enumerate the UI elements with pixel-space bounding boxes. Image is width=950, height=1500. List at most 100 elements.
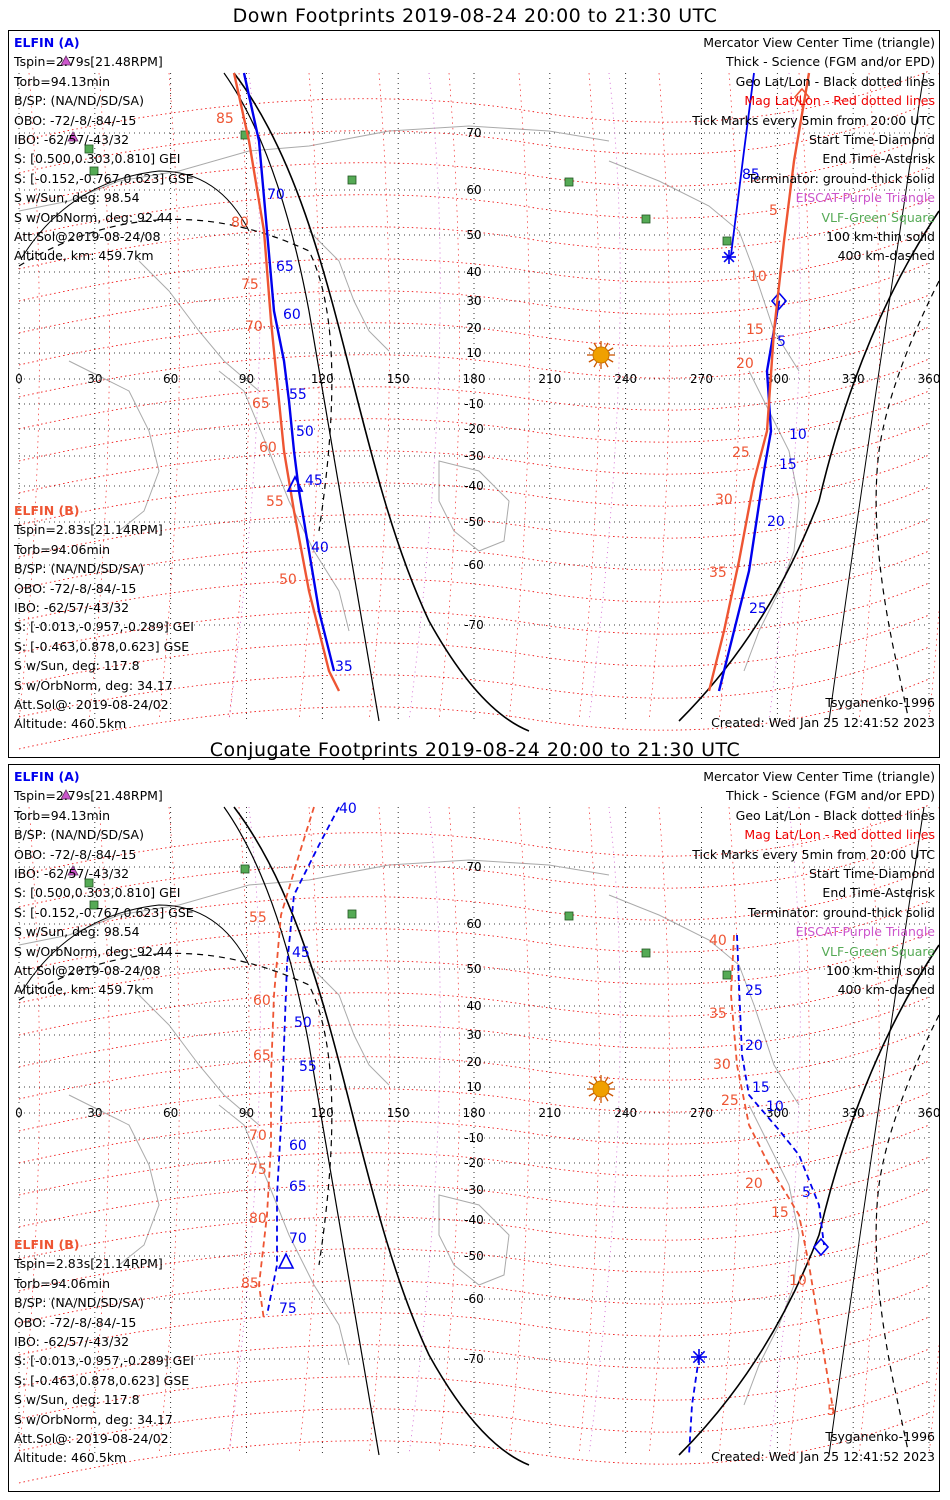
legend: Mercator View Center Time (triangle) Thic… xyxy=(692,33,935,266)
elfin-b-tick-label: 80 xyxy=(249,1211,267,1227)
elfin-b-obo: OBO: -72/-8/-84/-15 xyxy=(14,580,137,596)
lat-tick-label: 30 xyxy=(466,294,481,308)
conjugate-footprints-map: 0 30 60 90 120 150 180 210 240 270 300 330 360 70 60 50… xyxy=(15,789,939,1484)
elfin-b-info: ELFIN (B) Tspin=2.83s[21.14RPM] Torb=94.06… xyxy=(14,501,194,734)
legend-terminator: Terminator: ground-thick solid xyxy=(747,170,935,186)
lon-tick-label: 30 xyxy=(87,372,102,386)
end-asterisk xyxy=(691,1349,707,1365)
terminator-arc xyxy=(20,170,250,260)
start-diamond xyxy=(812,1237,830,1257)
elfin-a-tick-label: 60 xyxy=(289,1138,307,1154)
elfin-a-tick-label: 25 xyxy=(745,983,763,999)
lat-tick-label: -70 xyxy=(464,618,484,632)
elfin-b-tick-label: 25 xyxy=(721,1093,739,1109)
legend-center: Mercator View Center Time (triangle) xyxy=(703,769,935,784)
vlf-station-marker xyxy=(641,948,651,958)
legend-eiscat: EISCAT-Purple Triangle xyxy=(795,190,935,206)
elfin-a-s_gei: S: [0.500,0.303,0.810] GEI xyxy=(14,151,181,167)
elfin-a-bsp: B/SP: (NA/ND/SD/SA) xyxy=(14,827,144,843)
elfin-a-track-right-lower xyxy=(688,1356,700,1456)
mag-parallel xyxy=(18,454,930,526)
mag-parallel xyxy=(18,1188,930,1260)
terminator-ground-right xyxy=(678,944,939,1456)
mag-meridian xyxy=(578,72,600,722)
lon-tick-label: 210 xyxy=(538,372,561,386)
legend-eiscat: EISCAT-Purple Triangle xyxy=(795,924,935,940)
legend-terminator: Terminator: ground-thick solid xyxy=(747,904,935,920)
mag-grid xyxy=(18,804,939,1484)
elfin-b-tick-label: 65 xyxy=(253,1048,271,1064)
eiscat-line xyxy=(408,806,441,1456)
lat-tick-label: -30 xyxy=(464,449,484,463)
sun-ray xyxy=(593,1095,598,1102)
elfin-a-orbnorm: S w/OrbNorm, deg: 92.44 xyxy=(14,943,173,959)
lon-tick-label: 30 xyxy=(87,1106,102,1120)
lat-tick-label: 30 xyxy=(466,1028,481,1042)
sun-disc xyxy=(592,1080,610,1098)
lat-tick-label: -20 xyxy=(464,1156,484,1170)
lat-tick-label: -60 xyxy=(464,1292,484,1306)
elfin-a-ibo: IBO: -62/57/-43/32 xyxy=(14,131,130,147)
coastline xyxy=(608,160,800,372)
mag-meridian xyxy=(228,72,250,722)
elfin-b-altitude: Altitude: 460.5km xyxy=(14,716,127,732)
terminator-100km-right xyxy=(828,72,925,722)
mag-meridian xyxy=(508,806,530,1456)
legend-mag: Mag Lat/Lon - Red dotted lines xyxy=(744,93,935,109)
start-diamond xyxy=(770,291,788,311)
elfin-b-tick-label: 15 xyxy=(771,1205,789,1221)
sun-ray xyxy=(588,358,595,363)
vlf-station-marker xyxy=(722,236,732,246)
mag-meridian xyxy=(508,72,530,722)
elfin-b-s_gse: S: [-0.463,0.878,0.623] GSE xyxy=(14,638,190,654)
vlf-station-marker xyxy=(240,130,250,140)
legend-geo: Geo Lat/Lon - Black dotted lines xyxy=(735,73,935,89)
elfin-a-tick-label: 5 xyxy=(777,334,786,350)
eiscat-line xyxy=(588,72,621,722)
sun-ray xyxy=(604,1095,609,1102)
mag-parallel xyxy=(18,804,930,876)
elfin-b-track-right xyxy=(707,72,811,692)
legend-start: Start Time-Diamond xyxy=(808,131,935,147)
vlf-station-marker xyxy=(564,911,574,921)
elfin-b-name: ELFIN (B) xyxy=(14,1237,80,1252)
mag-parallel xyxy=(18,134,930,206)
elfin-b-tspin: Tspin=2.83s[21.14RPM] xyxy=(14,522,163,538)
legend-km400: 400 km-dashed xyxy=(837,982,935,998)
eiscat-triangle xyxy=(67,865,79,876)
elfin-b-attsol: Att.Sol@: 2019-08-24/02 xyxy=(14,1430,169,1446)
lat-tick-label: 10 xyxy=(466,1080,481,1094)
mag-parallel xyxy=(18,390,930,462)
terminator-400km-right xyxy=(875,1014,939,1456)
mag-parallel xyxy=(18,1412,930,1484)
legend-km100: 100 km-thin solid xyxy=(826,228,935,244)
elfin-a-attsol: Att.Sol@2019-08-24/08 xyxy=(14,962,161,978)
eiscat-line xyxy=(408,72,441,722)
elfin-a-sun: S w/Sun, deg: 98.54 xyxy=(14,190,140,206)
lon-tick-label: 150 xyxy=(387,372,410,386)
coastline xyxy=(743,1104,800,1406)
terminator-100km xyxy=(223,806,380,1456)
legend-start: Start Time-Diamond xyxy=(808,865,935,881)
lon-tick-label: 270 xyxy=(690,1106,713,1120)
lat-tick-label: 60 xyxy=(466,917,481,931)
terminator-100km xyxy=(223,72,380,722)
lon-tick-label: 0 xyxy=(15,1106,23,1120)
elfin-b-tick-label: 30 xyxy=(713,1057,731,1073)
elfin-b-tick-label: 15 xyxy=(746,322,764,338)
model-label: Tsyganenko-1996 xyxy=(825,695,935,710)
elfin-b-tick-label: 50 xyxy=(279,572,297,588)
legend-vlf: VLF-Green Square xyxy=(821,943,935,959)
coastline xyxy=(438,1194,510,1286)
vlf-station-marker xyxy=(347,175,357,185)
elfin-b-tick-label: 70 xyxy=(245,319,263,335)
lat-tick-label: 40 xyxy=(466,999,481,1013)
mag-parallel xyxy=(18,1092,930,1164)
elfin-a-track-right xyxy=(736,934,825,1246)
elfin-a-tick-label: 70 xyxy=(289,1231,307,1247)
elfin-a-tick-label: 20 xyxy=(745,1038,763,1054)
mag-parallel xyxy=(18,1348,930,1420)
legend-end: End Time-Asterisk xyxy=(822,151,935,167)
lon-tick-label: 0 xyxy=(15,372,23,386)
mag-grid xyxy=(18,70,939,750)
